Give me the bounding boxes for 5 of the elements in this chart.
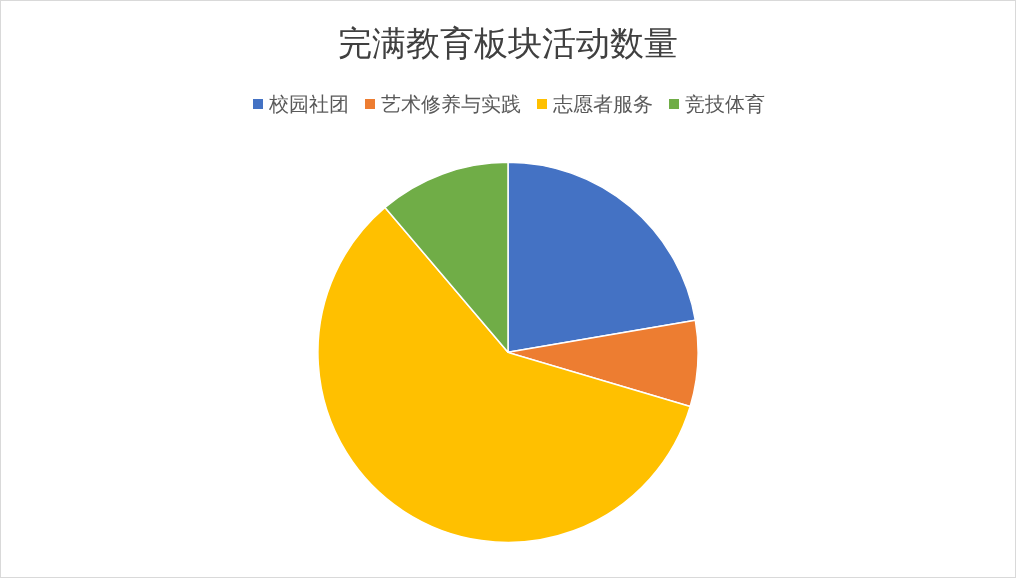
chart-title: 完满教育板块活动数量 <box>338 24 678 62</box>
legend-label: 竞技体育 <box>685 92 765 116</box>
legend-label: 志愿者服务 <box>553 92 653 116</box>
legend-label: 艺术修养与实践 <box>381 92 521 116</box>
legend-label: 校园社团 <box>268 92 349 116</box>
